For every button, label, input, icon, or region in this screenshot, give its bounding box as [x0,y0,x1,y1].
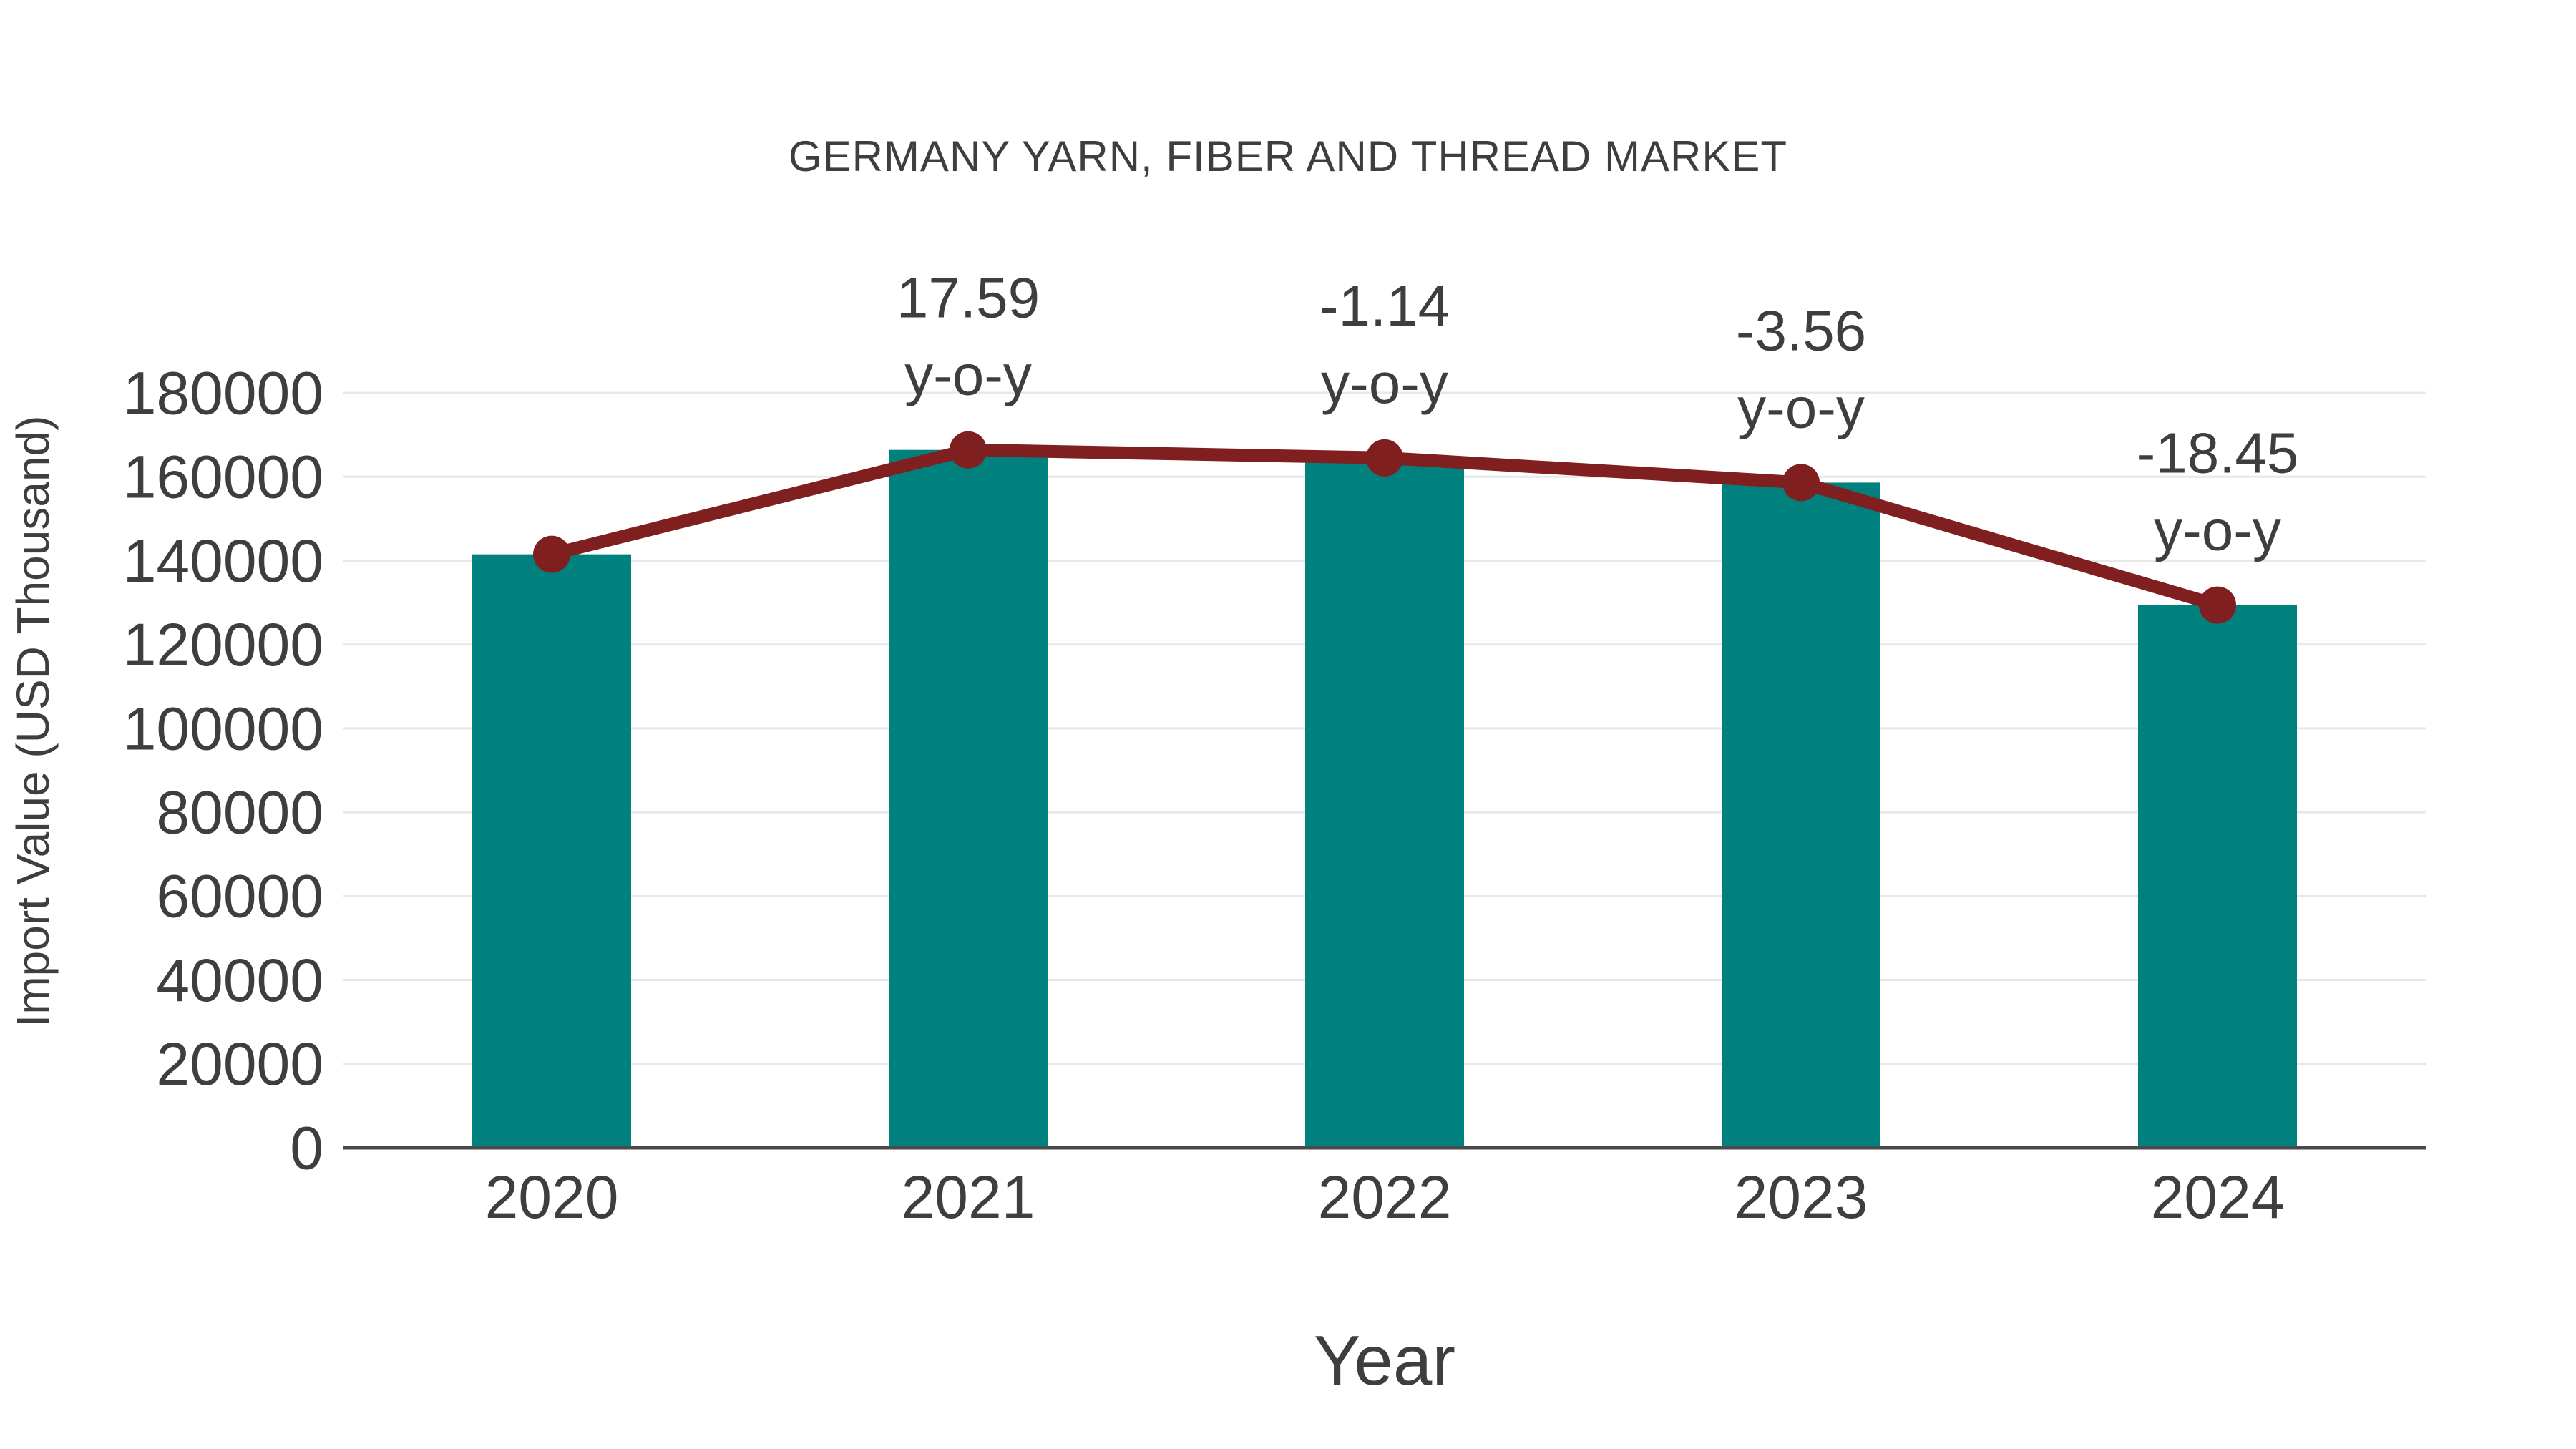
x-tick-label-2022: 2022 [1318,1163,1452,1231]
bar-2021[interactable] [889,449,1048,1148]
yoy-marker-2020[interactable] [533,535,570,573]
annotation-unit-2023: y-o-y [1737,376,1865,439]
y-tick-label-140000: 140000 [123,527,323,595]
x-tick-label-2021: 2021 [902,1163,1035,1231]
yoy-marker-2021[interactable] [950,431,987,469]
x-tick-label-2023: 2023 [1735,1163,1868,1231]
y-axis-title: Import Value (USD Thousand) [7,415,59,1028]
annotation-unit-2024: y-o-y [2154,499,2281,562]
yoy-marker-2024[interactable] [2199,586,2236,624]
annotation-value-2024: -18.45 [2137,421,2299,485]
bar-2024[interactable] [2138,605,2297,1148]
annotation-unit-2021: y-o-y [904,343,1032,407]
y-tick-label-160000: 160000 [123,444,323,511]
annotation-unit-2022: y-o-y [1321,351,1448,415]
y-tick-label-40000: 40000 [156,947,323,1014]
y-tick-label-20000: 20000 [156,1030,323,1098]
yoy-marker-2022[interactable] [1366,439,1403,477]
y-tick-label-60000: 60000 [156,863,323,930]
bar-2023[interactable] [1722,482,1880,1148]
x-axis-title: Year [1313,1321,1455,1400]
chart-title: GERMANY YARN, FIBER AND THREAD MARKET [788,132,1788,180]
y-tick-label-120000: 120000 [123,611,323,678]
annotation-value-2022: -1.14 [1319,274,1450,338]
y-tick-label-180000: 180000 [123,359,323,426]
y-tick-label-80000: 80000 [156,779,323,847]
y-tick-label-100000: 100000 [123,695,323,762]
yoy-marker-2023[interactable] [1782,464,1820,502]
x-tick-label-2024: 2024 [2151,1163,2285,1231]
annotation-value-2021: 17.59 [897,266,1040,330]
bar-2020[interactable] [472,554,631,1148]
bar-2022[interactable] [1305,457,1464,1148]
y-tick-label-0: 0 [290,1114,323,1181]
x-tick-label-2020: 2020 [485,1163,619,1231]
annotation-value-2023: -3.56 [1736,298,1866,362]
